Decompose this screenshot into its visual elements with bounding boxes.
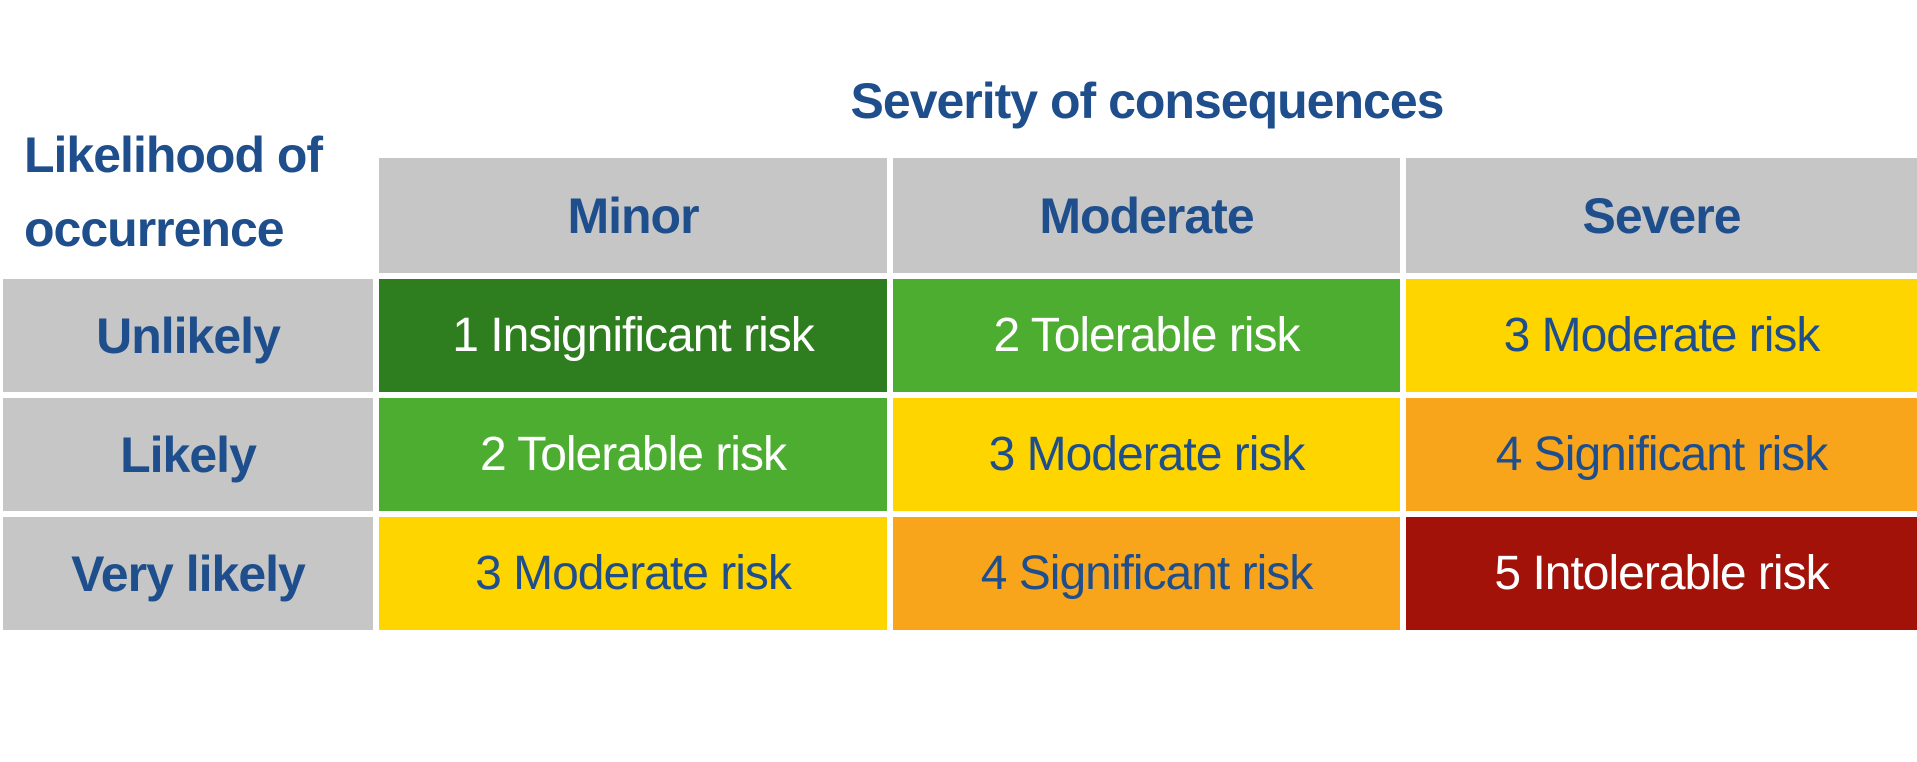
risk-cell-very-likely-minor: 3 Moderate risk — [379, 517, 887, 630]
risk-cell-likely-moderate: 3 Moderate risk — [893, 398, 1400, 511]
corner-spacer — [3, 158, 373, 273]
column-header-moderate: Moderate — [893, 158, 1400, 273]
risk-cell-unlikely-severe: 3 Moderate risk — [1406, 279, 1917, 392]
column-axis-title: Severity of consequences — [850, 73, 1445, 129]
risk-cell-likely-minor: 2 Tolerable risk — [379, 398, 887, 511]
risk-cell-likely-severe: 4 Significant risk — [1406, 398, 1917, 511]
column-header-minor: Minor — [379, 158, 887, 273]
risk-cell-very-likely-moderate: 4 Significant risk — [893, 517, 1400, 630]
risk-cell-unlikely-moderate: 2 Tolerable risk — [893, 279, 1400, 392]
row-header-likely: Likely — [3, 398, 373, 511]
row-header-unlikely: Unlikely — [3, 279, 373, 392]
column-header-severe: Severe — [1406, 158, 1917, 273]
row-axis-title: Likelihood of occurrence — [24, 127, 323, 257]
risk-matrix-table: Minor Moderate Severe Unlikely 1 Insigni… — [3, 158, 1917, 630]
risk-cell-very-likely-severe: 5 Intolerable risk — [1406, 517, 1917, 630]
risk-cell-unlikely-minor: 1 Insignificant risk — [379, 279, 887, 392]
row-header-very-likely: Very likely — [3, 517, 373, 630]
